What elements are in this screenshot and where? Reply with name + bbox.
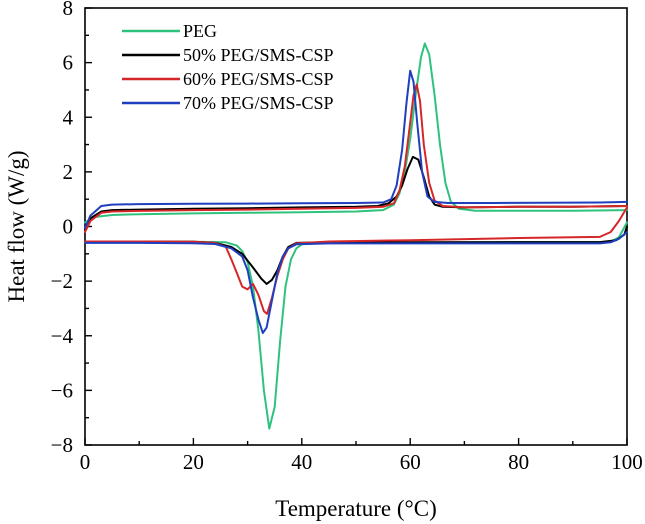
x-tick-label: 40	[291, 450, 312, 474]
y-tick-label: −2	[51, 269, 73, 293]
legend-label-60-peg-sms-csp: 60% PEG/SMS-CSP	[183, 69, 334, 89]
y-tick-label: 4	[63, 105, 74, 129]
series-60-peg-sms-csp-cooling-line	[84, 206, 628, 315]
series-50-peg-sms-csp-cooling-line	[84, 225, 628, 285]
chart-legend: PEG 50% PEG/SMS-CSP 60% PEG/SMS-CSP 70% PEG…	[122, 21, 334, 113]
series-70-peg-sms-csp-heating-line	[84, 69, 628, 229]
y-axis-title: Heat flow (W/g)	[4, 151, 29, 303]
x-tick-label: 60	[400, 450, 421, 474]
series-peg-cooling-line	[84, 221, 628, 430]
series-50-peg-sms-csp-heating-line	[84, 155, 628, 231]
y-tick-label: 2	[63, 160, 74, 184]
series-peg-heating-line	[84, 42, 628, 224]
series-70-peg-sms-csp-cooling-line	[84, 231, 628, 334]
x-tick-label: 100	[611, 450, 643, 474]
y-tick-label: 8	[63, 0, 74, 20]
plot-frame	[84, 7, 628, 446]
y-tick-label: −6	[51, 378, 73, 402]
y-tick-label: −4	[51, 324, 74, 348]
chart-axes: 0 20 40 60 80 100 −8 −6 −4 −2 0 2 4 6 8	[51, 0, 643, 474]
series-layer	[84, 42, 628, 430]
x-tick-label: 20	[183, 450, 204, 474]
x-axis-title: Temperature (°C)	[275, 496, 436, 521]
y-tick-label: 0	[63, 215, 74, 239]
legend-label-70-peg-sms-csp: 70% PEG/SMS-CSP	[183, 93, 334, 113]
x-tick-label: 0	[80, 450, 91, 474]
legend-label-50-peg-sms-csp: 50% PEG/SMS-CSP	[183, 45, 334, 65]
y-tick-label: 6	[63, 51, 74, 75]
y-tick-label: −8	[51, 433, 73, 457]
x-tick-label: 80	[508, 450, 529, 474]
series-60-peg-sms-csp-heating-line	[84, 83, 628, 233]
legend-label-peg: PEG	[183, 21, 217, 41]
